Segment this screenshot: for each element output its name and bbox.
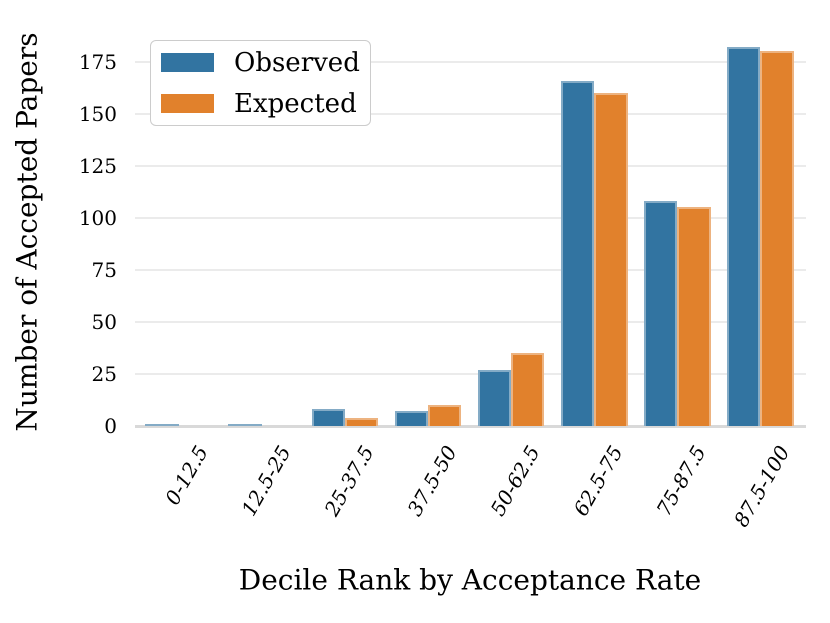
legend-swatch-observed xyxy=(161,53,214,72)
x-tick-label-2: 25-37.5 xyxy=(319,441,379,520)
gridline-y-150 xyxy=(135,112,806,115)
bar-observed-6 xyxy=(643,201,678,426)
legend-label-observed: Observed xyxy=(234,47,360,78)
y-tick-label-50: 50 xyxy=(91,309,117,334)
y-tick-label-125: 125 xyxy=(78,153,117,178)
legend-item-expected: Expected xyxy=(161,89,370,119)
y-tick-label-75: 75 xyxy=(91,257,117,282)
gridline-y-175 xyxy=(135,60,806,63)
legend-label-expected: Expected xyxy=(234,88,357,119)
gridline-y-50 xyxy=(135,320,806,323)
bar-observed-2 xyxy=(311,409,345,426)
bar-observed-7 xyxy=(726,47,761,426)
gridline-y-125 xyxy=(135,164,806,167)
bar-observed-3 xyxy=(394,411,428,426)
x-tick-label-3: 37.5-50 xyxy=(402,441,462,520)
gridline-y-25 xyxy=(135,372,806,375)
x-tick-label-1: 12.5-25 xyxy=(236,441,296,520)
bar-expected-4 xyxy=(511,353,545,426)
y-tick-label-0: 0 xyxy=(104,414,117,438)
bar-observed-1 xyxy=(228,423,262,426)
y-tick-label-175: 175 xyxy=(78,49,117,74)
y-tick-label-150: 150 xyxy=(78,101,117,126)
bar-expected-5 xyxy=(594,93,628,426)
bar-observed-5 xyxy=(560,80,595,426)
bar-observed-0 xyxy=(145,423,179,426)
y-tick-label-100: 100 xyxy=(78,205,117,230)
gridline-y-75 xyxy=(135,268,806,271)
bar-observed-4 xyxy=(477,369,512,426)
x-tick-label-6: 75-87.5 xyxy=(651,441,712,520)
legend: Observed Expected xyxy=(150,40,371,126)
x-tick-label-7: 87.5-100 xyxy=(728,441,795,531)
bar-expected-7 xyxy=(760,51,794,426)
bar-expected-6 xyxy=(677,207,711,426)
x-tick-label-5: 62.5-75 xyxy=(568,441,629,520)
legend-item-observed: Observed xyxy=(161,48,370,78)
x-tick-label-4: 50-62.5 xyxy=(485,441,545,520)
x-tick-label-0: 0-12.5 xyxy=(159,441,213,509)
gridline-y-100 xyxy=(135,216,806,219)
legend-swatch-expected xyxy=(161,94,214,113)
x-axis-label: Decile Rank by Acceptance Rate xyxy=(238,563,702,597)
bar-expected-3 xyxy=(428,405,462,426)
bar-expected-2 xyxy=(344,417,379,426)
x-axis-baseline xyxy=(135,425,806,428)
y-tick-label-25: 25 xyxy=(91,361,117,386)
